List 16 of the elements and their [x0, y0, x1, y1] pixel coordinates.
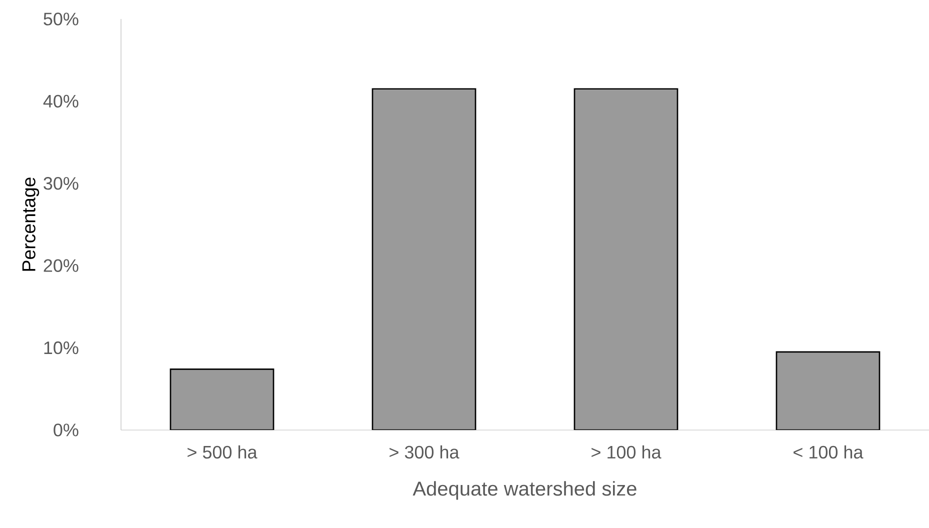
y-tick-label: 50%: [44, 12, 78, 26]
bar: [170, 368, 274, 430]
x-axis-title: Adequate watershed size: [412, 481, 636, 500]
bar: [776, 351, 880, 430]
x-tick-label: > 500 ha: [188, 445, 258, 459]
y-tick-label: 30%: [44, 177, 78, 190]
y-tick-label: 0%: [54, 424, 78, 436]
y-axis-title: Percentage: [22, 178, 40, 271]
x-tick-label: > 100 ha: [592, 445, 662, 459]
y-tick-label: 10%: [44, 341, 78, 354]
bar: [372, 88, 476, 430]
x-tick-label: < 100 ha: [794, 445, 864, 459]
bar: [574, 88, 678, 430]
y-tick-label: 20%: [44, 259, 78, 272]
x-tick-label: > 300 ha: [390, 445, 460, 459]
y-tick-label: 40%: [43, 94, 78, 108]
